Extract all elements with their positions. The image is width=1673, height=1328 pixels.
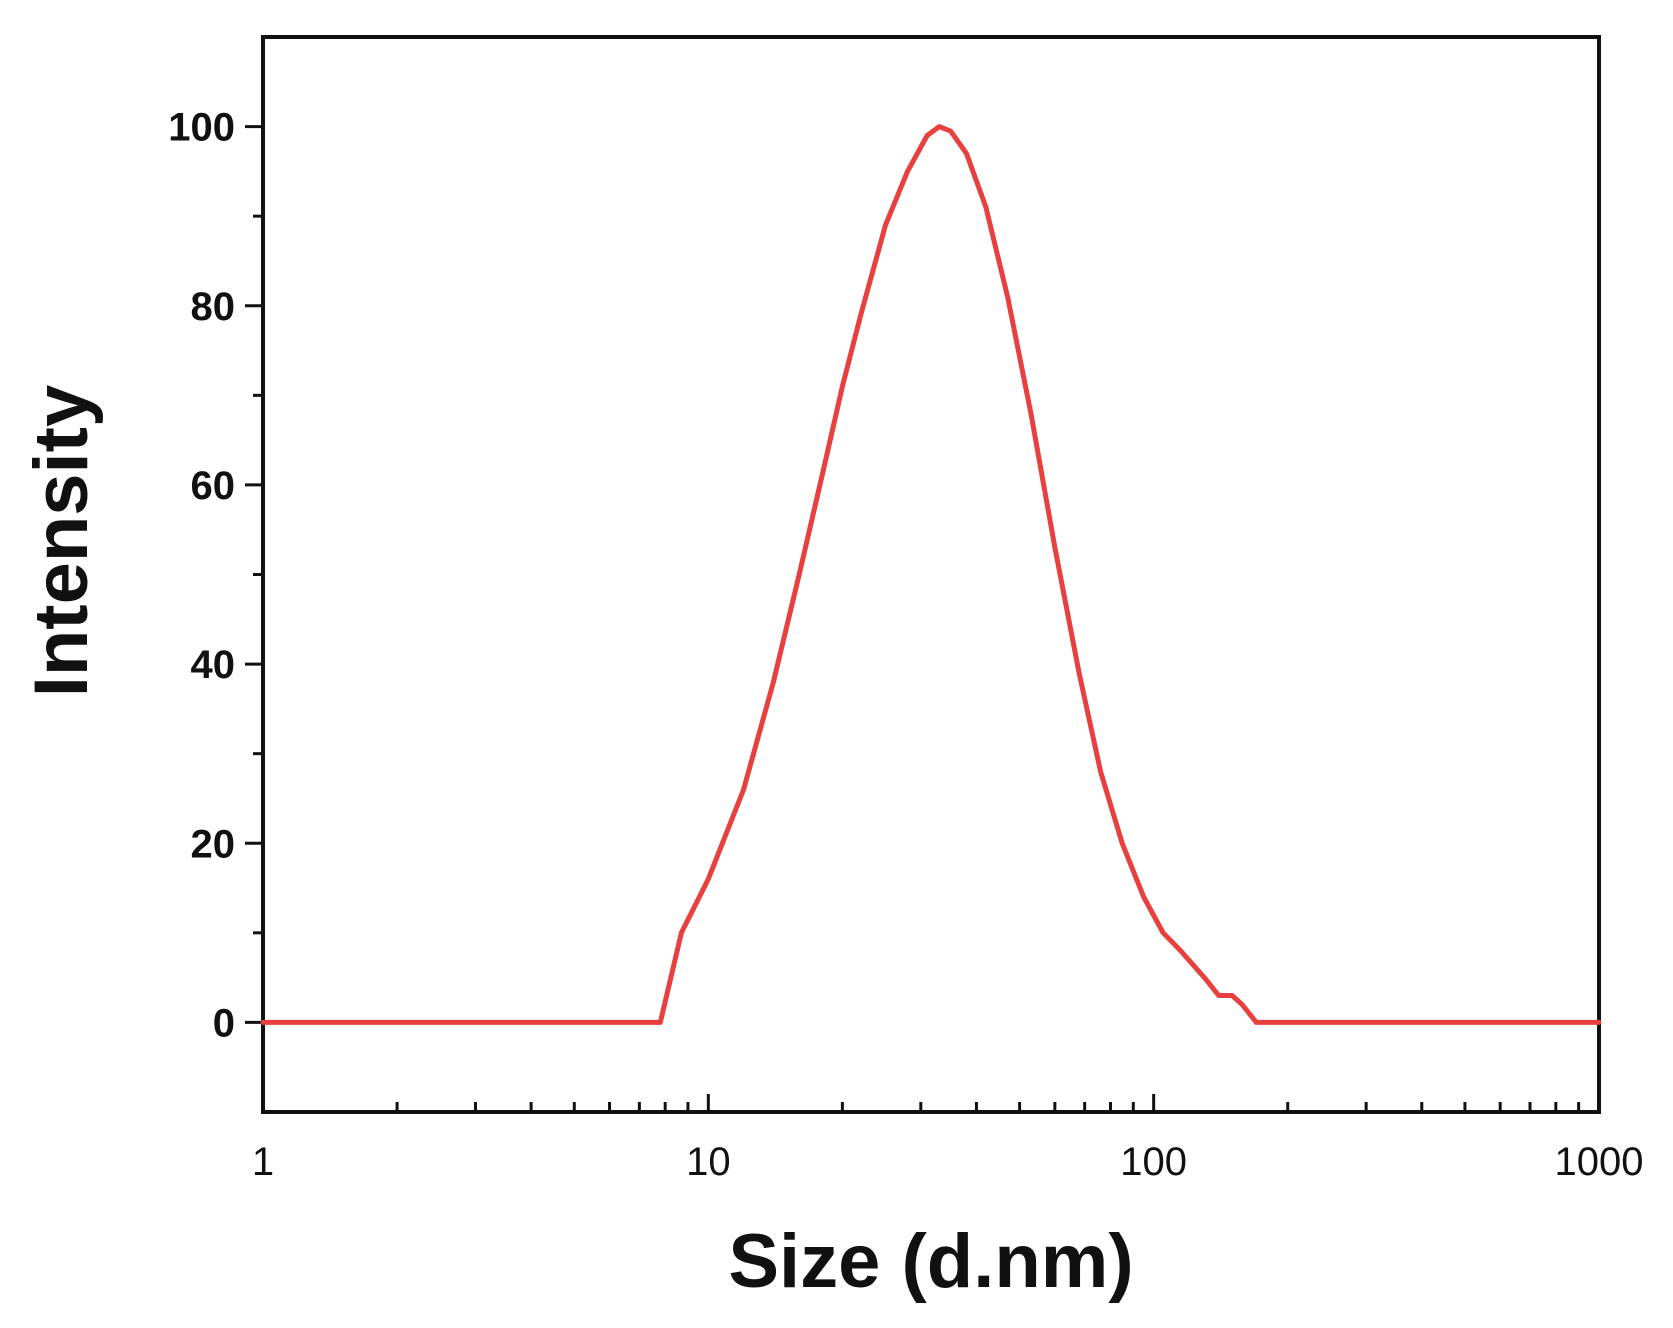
y-tick-label: 40 bbox=[191, 643, 236, 687]
x-axis-tick-labels: 1 10 100 1000 bbox=[252, 1140, 1644, 1184]
x-tick-label: 100 bbox=[1120, 1140, 1187, 1184]
x-axis-ticks bbox=[261, 1094, 1601, 1112]
y-axis-label: Intensity bbox=[19, 385, 104, 698]
y-tick-label: 20 bbox=[191, 822, 236, 866]
y-tick-label: 60 bbox=[191, 464, 236, 508]
y-axis-ticks bbox=[245, 125, 263, 1024]
y-tick-label: 0 bbox=[213, 1001, 235, 1045]
x-axis-label: Size (d.nm) bbox=[728, 1219, 1133, 1304]
x-tick-label: 10 bbox=[686, 1140, 731, 1184]
plot-frame bbox=[261, 35, 1601, 1114]
x-tick-label: 1000 bbox=[1555, 1140, 1644, 1184]
y-tick-label: 80 bbox=[191, 285, 236, 329]
y-tick-label: 100 bbox=[168, 106, 235, 150]
series-line bbox=[260, 124, 1602, 1025]
x-tick-label: 1 bbox=[252, 1140, 274, 1184]
y-axis-tick-labels: 0 20 40 60 80 100 bbox=[168, 106, 235, 1046]
